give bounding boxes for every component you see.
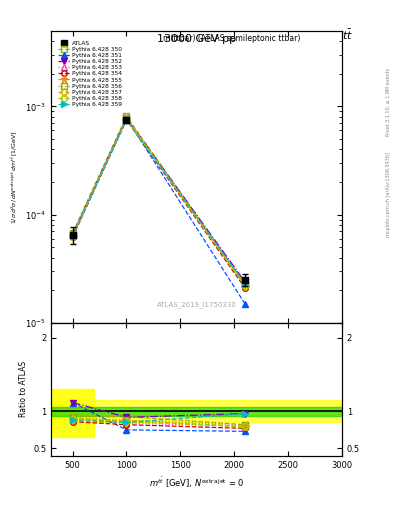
Text: Rivet 3.1.10, ≥ 1.9M events: Rivet 3.1.10, ≥ 1.9M events bbox=[386, 68, 391, 137]
Text: ATLAS_2019_I1750330: ATLAS_2019_I1750330 bbox=[156, 302, 237, 308]
Pythia 6.428 358 bbox=[242, 283, 247, 289]
Pythia 6.428 356 bbox=[242, 281, 247, 287]
Line: Pythia 6.428 356: Pythia 6.428 356 bbox=[70, 115, 248, 287]
Pythia 6.428 358 bbox=[124, 116, 129, 122]
Legend: ATLAS, Pythia 6.428 350, Pythia 6.428 351, Pythia 6.428 352, Pythia 6.428 353, P: ATLAS, Pythia 6.428 350, Pythia 6.428 35… bbox=[57, 39, 123, 108]
Pythia 6.428 351 bbox=[242, 301, 247, 307]
Line: Pythia 6.428 352: Pythia 6.428 352 bbox=[70, 115, 248, 285]
Pythia 6.428 354 bbox=[124, 117, 129, 123]
Pythia 6.428 352 bbox=[242, 279, 247, 285]
Line: Pythia 6.428 357: Pythia 6.428 357 bbox=[70, 116, 248, 289]
Pythia 6.428 359 bbox=[70, 233, 75, 240]
Y-axis label: Ratio to ATLAS: Ratio to ATLAS bbox=[18, 361, 28, 417]
Text: 13000 GeV pp: 13000 GeV pp bbox=[157, 34, 236, 44]
Bar bbox=[51, 389, 94, 437]
Y-axis label: $1/\sigma\,d^2\!\sigma\,/\,dN^{\rm extra\,jet}\,dm^{t\bar{t}}\,[1/{\rm GeV}]$: $1/\sigma\,d^2\!\sigma\,/\,dN^{\rm extra… bbox=[9, 130, 20, 224]
Pythia 6.428 355 bbox=[124, 116, 129, 122]
Pythia 6.428 357 bbox=[124, 116, 129, 122]
Line: Pythia 6.428 358: Pythia 6.428 358 bbox=[70, 117, 248, 289]
Pythia 6.428 353 bbox=[70, 232, 75, 239]
Line: Pythia 6.428 350: Pythia 6.428 350 bbox=[70, 114, 248, 287]
Pythia 6.428 356 bbox=[70, 232, 75, 238]
Text: m(ttbar) (ATLAS semileptonic ttbar): m(ttbar) (ATLAS semileptonic ttbar) bbox=[163, 34, 300, 42]
Pythia 6.428 350 bbox=[70, 230, 75, 236]
Pythia 6.428 352 bbox=[124, 115, 129, 121]
Line: Pythia 6.428 355: Pythia 6.428 355 bbox=[69, 115, 248, 289]
Text: mcplots.cern.ch [arXiv:1306.3436]: mcplots.cern.ch [arXiv:1306.3436] bbox=[386, 152, 391, 237]
Line: Pythia 6.428 354: Pythia 6.428 354 bbox=[70, 117, 248, 291]
Pythia 6.428 351 bbox=[124, 115, 129, 121]
Line: Pythia 6.428 351: Pythia 6.428 351 bbox=[70, 115, 248, 307]
Pythia 6.428 359 bbox=[124, 117, 129, 123]
Line: Pythia 6.428 359: Pythia 6.428 359 bbox=[70, 117, 248, 287]
Pythia 6.428 351 bbox=[70, 232, 75, 238]
Pythia 6.428 358 bbox=[70, 232, 75, 239]
Pythia 6.428 353 bbox=[242, 283, 247, 289]
Pythia 6.428 355 bbox=[242, 283, 247, 289]
Bar bbox=[51, 407, 342, 416]
Pythia 6.428 350 bbox=[242, 281, 247, 287]
Pythia 6.428 359 bbox=[242, 281, 247, 287]
Line: Pythia 6.428 353: Pythia 6.428 353 bbox=[70, 117, 248, 289]
Pythia 6.428 357 bbox=[242, 283, 247, 289]
X-axis label: $m^{t\bar{t}}$ [GeV], $N^{\rm extra\,jet}$ = 0: $m^{t\bar{t}}$ [GeV], $N^{\rm extra\,jet… bbox=[149, 475, 244, 490]
Pythia 6.428 350 bbox=[124, 113, 129, 119]
Pythia 6.428 352 bbox=[70, 232, 75, 238]
Pythia 6.428 354 bbox=[70, 234, 75, 240]
Bar bbox=[51, 400, 342, 422]
Pythia 6.428 357 bbox=[70, 232, 75, 239]
Pythia 6.428 353 bbox=[124, 116, 129, 122]
Pythia 6.428 355 bbox=[70, 233, 75, 240]
Text: $t\bar{t}$: $t\bar{t}$ bbox=[342, 28, 353, 42]
Pythia 6.428 356 bbox=[124, 115, 129, 121]
Pythia 6.428 354 bbox=[242, 285, 247, 291]
